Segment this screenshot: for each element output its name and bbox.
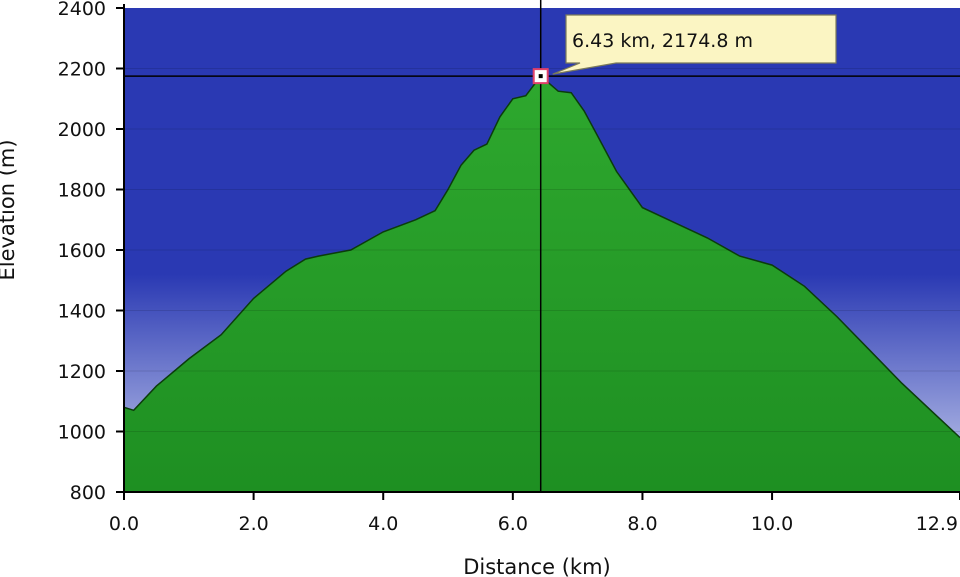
y-tick-label: 2200 (58, 59, 106, 81)
y-tick-label: 1600 (58, 240, 106, 262)
cursor-marker-center (538, 74, 543, 79)
tooltip-box (552, 14, 837, 75)
y-tick-label: 800 (70, 482, 106, 504)
elevation-line (123, 75, 960, 439)
x-tick-label: 8.0 (627, 513, 657, 535)
x-tick-label: 2.0 (239, 513, 269, 535)
elevation-area (124, 76, 960, 492)
y-tick-label: 1200 (58, 361, 106, 383)
x-tick-label: 12.9 (916, 513, 958, 535)
y-tick-label: 1400 (58, 301, 106, 323)
y-tick-label: 1000 (58, 422, 106, 444)
y-tick-label: 1800 (58, 180, 106, 202)
x-tick-label: 10.0 (751, 513, 793, 535)
tooltip-text: 6.43 km, 2174.8 m (572, 30, 753, 52)
x-tick-label: 0.0 (109, 513, 139, 535)
x-tick-label: 6.0 (498, 513, 528, 535)
x-tick-label: 4.0 (368, 513, 398, 535)
x-axis-title: Distance (km) (463, 555, 611, 577)
y-axis-title: Elevation (m) (0, 139, 19, 280)
y-tick-label: 2000 (58, 119, 106, 141)
y-tick-label: 2400 (58, 0, 106, 20)
